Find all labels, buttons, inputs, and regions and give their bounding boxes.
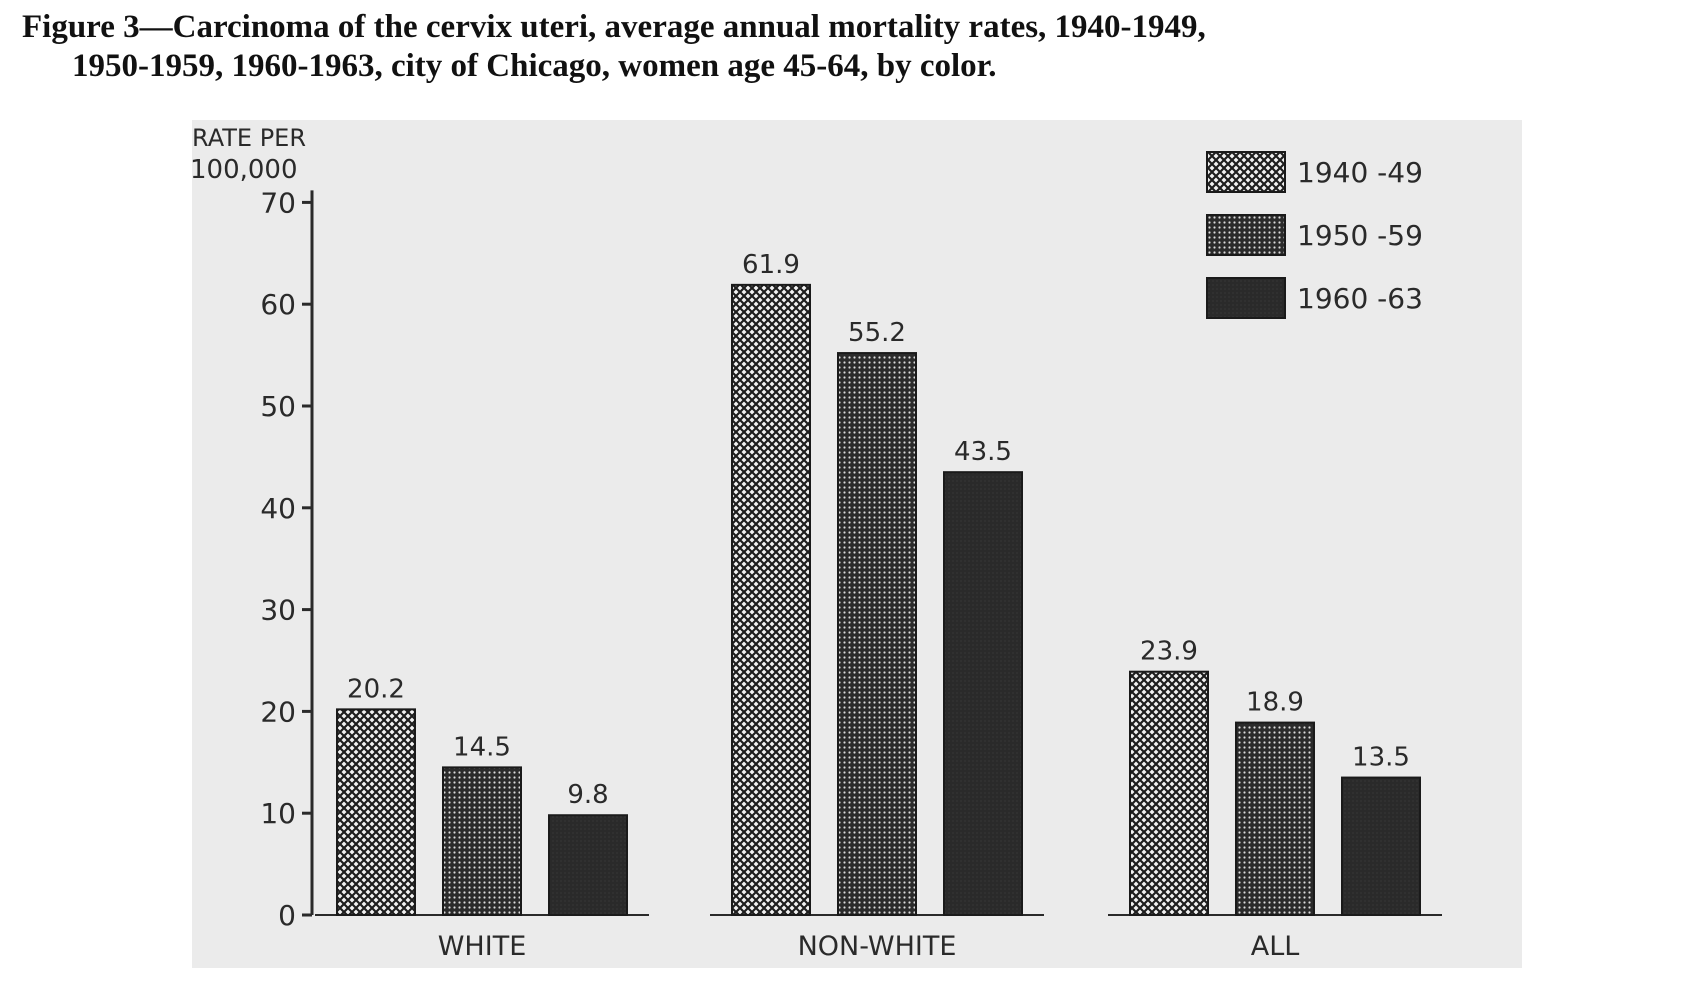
category-label-white: WHITE	[438, 931, 527, 962]
bar-non-white-3	[943, 471, 1023, 916]
bar-value-label: 18.9	[1246, 688, 1304, 718]
bar-all-1	[1129, 670, 1209, 916]
y-tick-label: 70	[260, 186, 296, 219]
bar-non-white-1	[731, 283, 811, 917]
legend-label: 1960 -63	[1297, 282, 1423, 315]
legend-label: 1950 -59	[1297, 219, 1423, 252]
category-label-all: ALL	[1251, 931, 1300, 962]
bar-value-label: 23.9	[1140, 637, 1198, 667]
legend-label: 1940 -49	[1297, 156, 1423, 189]
y-tick-label: 50	[260, 390, 296, 423]
bar-value-labels: 20.2 61.9 23.9 14.5 55.2 18.9 9.8 43.5 13.5	[347, 250, 1410, 810]
chart-panel: RATE PER 100,000 0 10 20 30 40 50 60 70 20.2 61.…	[192, 120, 1522, 968]
bar-white-2	[442, 766, 522, 917]
legend: 1940 -49 1950 -59 1960 -63	[1206, 151, 1423, 319]
bar-chart: RATE PER 100,000 0 10 20 30 40 50 60 70 20.2 61.…	[192, 124, 1442, 962]
y-tick-label: 60	[260, 288, 296, 321]
bar-white-3	[548, 814, 628, 917]
bar-non-white-2	[837, 352, 917, 916]
legend-swatch	[1206, 151, 1286, 193]
bar-value-label: 9.8	[567, 780, 608, 810]
y-tick-label: 0	[278, 899, 296, 932]
figure-caption: Figure 3—Carcinoma of the cervix uteri, …	[22, 8, 1682, 86]
category-label-non-white: NON-WHITE	[798, 931, 957, 962]
y-tick-label: 20	[260, 695, 296, 728]
y-axis-title-line-2: 100,000	[192, 155, 298, 185]
y-axis: 0 10 20 30 40 50 60 70	[260, 186, 314, 932]
category-labels: WHITE NON-WHITE ALL	[438, 931, 1300, 962]
caption-line-1: Figure 3—Carcinoma of the cervix uteri, …	[22, 9, 1206, 45]
bar-value-label: 13.5	[1352, 743, 1410, 773]
y-tick-label: 40	[260, 492, 296, 525]
legend-swatch	[1206, 214, 1286, 256]
bar-value-label: 43.5	[954, 437, 1012, 467]
bar-value-label: 55.2	[848, 318, 906, 348]
bar-white-1	[336, 708, 416, 917]
y-tick-label: 30	[260, 594, 296, 627]
bar-all-2	[1235, 721, 1315, 917]
bar-value-label: 61.9	[742, 250, 800, 280]
bar-value-label: 14.5	[453, 732, 511, 762]
caption-line-2: 1950-1959, 1960-1963, city of Chicago, w…	[72, 48, 997, 84]
bar-value-label: 20.2	[347, 674, 405, 704]
bar-all-3	[1341, 776, 1421, 916]
legend-swatch	[1206, 277, 1286, 319]
y-axis-title-line-1: RATE PER	[192, 124, 306, 152]
y-tick-label: 10	[260, 797, 296, 830]
bars	[336, 283, 1421, 917]
